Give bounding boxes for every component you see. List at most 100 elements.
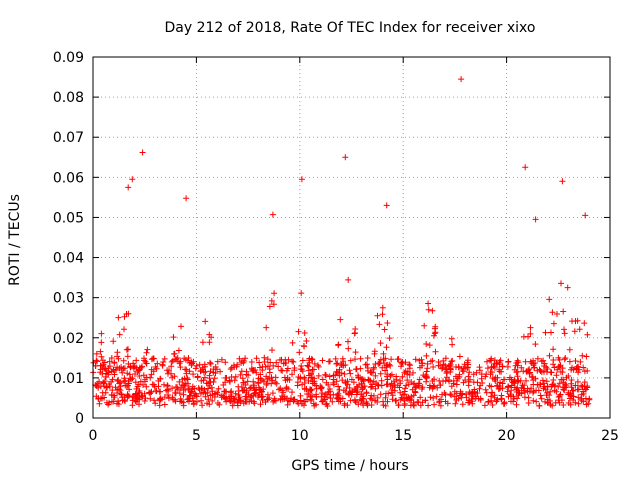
data-point <box>406 371 413 378</box>
data-point <box>447 361 454 368</box>
data-point <box>340 362 347 369</box>
data-point <box>345 276 352 283</box>
data-point <box>333 360 340 367</box>
data-point <box>289 358 296 365</box>
data-point <box>250 368 256 375</box>
data-point <box>280 360 287 367</box>
data-point <box>313 394 320 400</box>
data-point <box>227 366 234 373</box>
chart-title: Day 212 of 2018, Rate Of TEC Index for r… <box>165 20 536 36</box>
data-point <box>550 346 557 353</box>
data-point <box>542 329 549 336</box>
data-point <box>305 391 312 398</box>
data-point <box>111 359 118 366</box>
data-point <box>559 178 566 185</box>
data-point <box>298 290 305 297</box>
data-point <box>171 351 177 357</box>
data-point <box>174 355 181 361</box>
data-point <box>228 364 235 371</box>
data-point <box>522 164 529 171</box>
data-point <box>326 386 333 392</box>
data-point <box>442 355 449 362</box>
data-point <box>489 389 496 396</box>
data-point <box>260 378 267 385</box>
data-point <box>476 367 483 374</box>
data-point <box>200 377 207 384</box>
data-point <box>543 378 550 385</box>
data-point <box>532 216 539 223</box>
data-point <box>237 371 244 378</box>
data-point <box>484 365 491 372</box>
data-point <box>319 376 326 383</box>
data-point <box>497 357 504 364</box>
data-point <box>581 320 588 327</box>
y-tick-label: 0.01 <box>53 371 84 387</box>
data-point <box>426 384 433 391</box>
data-point <box>337 361 344 368</box>
x-tick-label: 25 <box>601 428 619 444</box>
data-point <box>232 390 239 397</box>
data-point <box>531 364 538 371</box>
data-point <box>371 350 378 357</box>
data-point <box>566 358 573 365</box>
data-point <box>345 345 352 352</box>
data-point <box>557 368 564 375</box>
data-point <box>123 346 130 353</box>
data-point <box>220 393 227 400</box>
data-point <box>584 367 591 374</box>
data-point <box>547 369 554 376</box>
data-point <box>514 378 521 385</box>
data-point <box>534 355 541 362</box>
data-point <box>270 362 277 369</box>
data-point <box>142 395 149 402</box>
data-point <box>149 381 156 388</box>
data-point <box>189 386 196 393</box>
data-point <box>410 369 416 376</box>
data-point <box>579 352 586 359</box>
data-point <box>426 342 433 349</box>
data-point <box>190 397 197 404</box>
data-point <box>102 389 109 396</box>
y-tick-label: 0.07 <box>53 130 84 146</box>
data-point <box>336 366 343 373</box>
data-point <box>363 399 370 405</box>
data-point <box>334 395 341 402</box>
data-point <box>391 378 397 385</box>
data-point <box>404 377 411 384</box>
data-point <box>120 357 127 364</box>
data-point <box>222 359 229 366</box>
data-point <box>466 369 473 376</box>
data-point <box>573 365 580 372</box>
data-point <box>261 354 268 361</box>
data-point <box>482 386 489 393</box>
data-point <box>372 385 379 392</box>
data-point <box>411 380 418 387</box>
data-point <box>121 365 128 372</box>
data-point <box>116 331 123 338</box>
data-point <box>398 363 404 370</box>
data-point <box>341 400 348 407</box>
data-point <box>340 387 347 394</box>
data-point <box>217 368 224 375</box>
data-point <box>583 353 590 360</box>
data-point <box>192 365 199 372</box>
data-point <box>143 383 150 390</box>
data-point <box>527 369 533 376</box>
data-point <box>465 382 472 389</box>
y-tick-label: 0.04 <box>53 251 84 267</box>
data-point <box>494 374 501 381</box>
data-point <box>148 371 155 378</box>
data-point <box>372 361 379 367</box>
data-point <box>271 290 278 297</box>
data-point <box>450 380 457 387</box>
data-point <box>578 397 585 404</box>
data-point <box>563 374 570 381</box>
data-point <box>100 380 107 387</box>
data-point <box>427 394 434 401</box>
data-point <box>93 350 100 357</box>
data-point <box>133 357 140 364</box>
x-axis-label: GPS time / hours <box>291 458 408 474</box>
data-point <box>298 176 305 183</box>
data-point <box>475 395 482 402</box>
data-point <box>462 377 469 383</box>
